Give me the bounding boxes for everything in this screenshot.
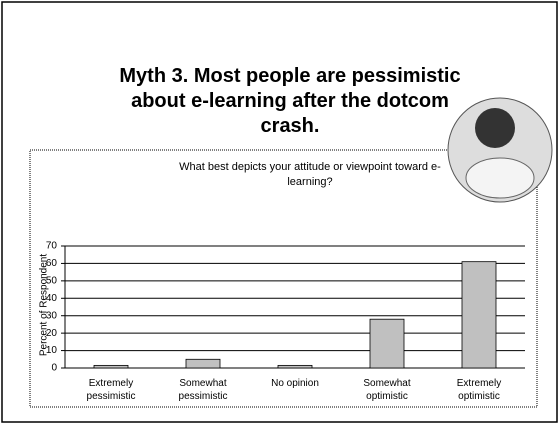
bar [277, 364, 313, 369]
y-tick-label: 0 [51, 363, 57, 374]
x-tick-label: Somewhat pessimistic [178, 378, 228, 402]
slide-title: Myth 3. Most people are pessimistic abou… [119, 65, 461, 137]
y-tick-label: 50 [46, 275, 58, 286]
y-axis-label: Percent of Respondent [39, 254, 50, 357]
y-tick-label: 30 [46, 310, 58, 321]
chart-title: What best depicts your attitude or viewp… [179, 161, 441, 188]
x-tick-label: No opinion [271, 378, 319, 389]
bar [369, 318, 405, 369]
bar [185, 358, 221, 369]
x-tick-label: Somewhat optimistic [363, 378, 411, 402]
x-tick-label: Extremely pessimistic [86, 378, 136, 402]
y-tick-label: 20 [46, 328, 58, 339]
y-tick-label: 60 [46, 258, 58, 269]
y-tick-label: 10 [46, 345, 58, 356]
bar [93, 364, 129, 369]
clip-art [447, 97, 553, 203]
bar [461, 261, 497, 369]
y-tick-label: 70 [46, 241, 58, 252]
y-tick-label: 40 [46, 293, 58, 304]
x-tick-label: Extremely optimistic [456, 378, 502, 402]
